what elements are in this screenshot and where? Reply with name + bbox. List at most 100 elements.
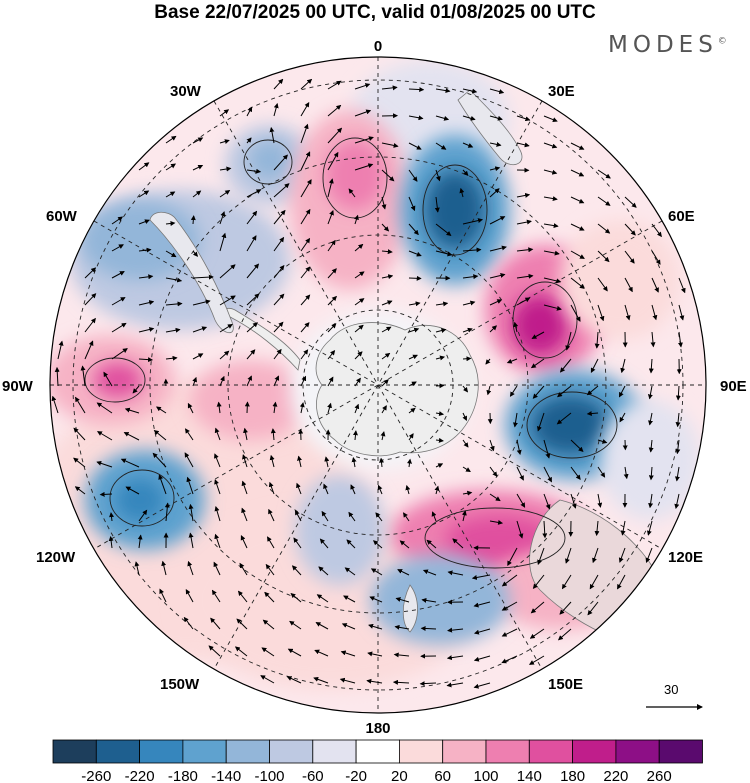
wind-vector [185,428,194,441]
wind-vector [462,327,473,333]
wind-vector [462,274,479,280]
wind-vector [244,401,250,414]
wind-vector [73,457,86,468]
wind-vector [103,371,113,387]
wind-vector [219,295,236,306]
wind-vector [241,480,248,495]
colorbar-label: 220 [603,768,628,783]
wind-vector [327,151,339,171]
wind-vector [393,652,410,658]
wind-vector [531,331,545,339]
wind-vector [327,80,342,90]
wind-vector [165,250,177,258]
wind-vector [354,351,363,360]
wind-vector [677,331,683,348]
wind-vector [462,490,473,496]
wind-vector [408,407,416,414]
wind-vector [381,249,393,255]
wind-vector [408,250,422,257]
wind-vector [165,220,176,226]
wind-vector [651,250,661,265]
wind-vector [473,655,491,662]
wind-vector [260,675,275,684]
colorbar-swatch [528,739,573,764]
wind-vector [426,539,437,549]
wind-vector [267,536,275,549]
wind-vector [543,304,562,311]
wind-vector [381,379,389,387]
wind-vector [165,301,183,307]
wind-vector [354,243,364,252]
wind-vector [246,210,258,225]
wind-vector [268,508,275,522]
wind-vector [291,565,302,576]
wind-vector [507,547,518,567]
wind-vector [559,601,572,615]
wind-vector [650,331,656,348]
wind-vector [624,304,631,321]
colorbar-label: -180 [168,768,198,783]
wind-vector [570,169,585,177]
lon-label-60w: 60W [46,208,78,225]
wind-vector [321,510,329,522]
wind-vector [516,142,530,148]
wind-vector [513,321,519,333]
colorbar-swatch [139,739,184,764]
wind-vector [327,127,343,144]
wind-vector [192,164,204,171]
wind-vector [421,597,437,603]
wind-vector [489,88,505,95]
wind-vector [319,538,329,549]
wind-vector [273,209,286,225]
wind-vector [286,676,302,684]
wind-vector [651,304,658,321]
wind-vector [262,619,275,630]
wind-vector [380,431,386,441]
anomaly-patch [325,140,385,210]
wind-vector [273,375,280,387]
wind-vector [188,503,194,522]
colorbar-swatch [572,739,617,764]
wind-vector [340,650,356,657]
wind-vector [327,268,337,279]
wind-vector [96,460,113,468]
wind-vector [473,682,491,689]
wind-vector [570,223,585,231]
lon-label-0: 0 [374,38,382,55]
wind-vector [408,354,418,360]
wind-vector [290,592,302,603]
wind-vector [501,628,518,637]
anomaly-patch [115,478,165,522]
wind-vector [589,574,599,590]
wind-vector [368,623,383,630]
wind-vector [435,355,446,361]
wind-vector [300,101,310,117]
wind-vector [287,648,302,657]
wind-vector [543,493,551,510]
wind-vector [648,493,654,509]
wind-vector [300,78,313,90]
wind-vector [570,493,577,509]
wind-vector-field [51,78,686,689]
wind-vector [512,412,518,428]
wind-vector [269,454,275,468]
wind-vector [75,396,86,414]
colorbar-label: 100 [473,768,498,783]
wind-vector [273,264,285,279]
wind-vector [273,236,285,252]
wind-vector [434,196,440,213]
meridian-line [213,100,543,670]
wind-vector [462,412,467,422]
wind-vector [354,163,374,171]
anomaly-patch [93,362,143,398]
wind-vector [646,520,653,536]
wind-vector [294,509,302,522]
wind-vector [509,385,518,397]
wind-vector [570,142,585,150]
map-border [49,56,707,714]
wind-vector [138,219,150,225]
colorbar-label: 180 [560,768,585,783]
wind-vector [530,601,545,614]
wind-vector [165,135,177,144]
wind-vector [420,626,437,631]
